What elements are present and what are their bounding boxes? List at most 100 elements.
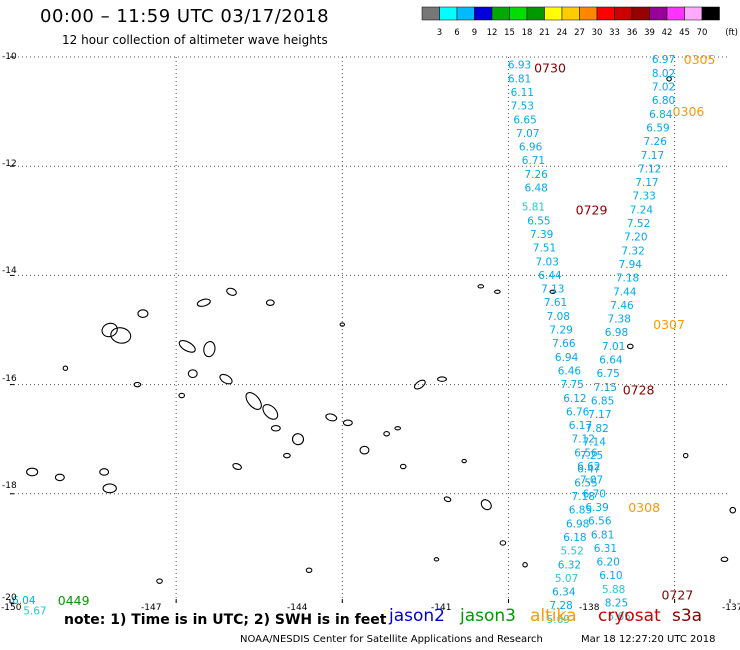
swh-value: 7.12 [638,163,661,175]
note-text: note: 1) Time is in UTC; 2) SWH is in fe… [64,612,387,628]
legend-tick-label: 15 [504,28,515,38]
swh-value: 6.70 [583,488,606,500]
legend-tick-label: 18 [522,28,533,38]
swh-value: 6.96 [519,142,543,154]
swh-value: 7.29 [549,325,572,337]
island-outline [305,567,313,573]
swh-value: 7.18 [616,273,639,285]
swh-value: 7.46 [610,300,634,312]
island-outline [499,540,507,546]
island-outline [187,369,198,379]
swh-value: 6.64 [599,355,623,367]
island-outline [245,392,262,410]
legend-tick-label: 3 [437,28,442,38]
legend-tick-label: 45 [679,28,690,38]
swh-value: 6.59 [646,122,669,134]
legend-tick-label: 30 [592,28,603,38]
island-outline [359,445,370,455]
swh-value: 7.08 [547,311,570,323]
satellite-cryosat-label: cryosat [598,606,661,626]
lat-label-12: -12 [2,159,17,169]
page-subtitle: 12 hour collection of altimeter wave hei… [62,33,328,47]
lat-label-20: -20 [2,593,17,603]
swh-value: 6.34 [552,587,576,599]
island-outline [110,327,132,344]
legend-tick-label: 9 [472,28,477,38]
swh-value: 5.52 [560,546,583,558]
swh-value: 5.65 [608,611,631,623]
lon-label-138: -138 [579,603,600,613]
island-outlines [26,76,737,584]
island-outline [137,309,149,318]
swh-value: 6.71 [522,155,545,167]
swh-value: 6.76 [566,406,590,418]
swh-value: 7.02 [652,82,675,94]
swh-value: 6.56 [588,516,612,528]
pass-time-label: 0449 [58,593,90,608]
island-outline [480,499,492,511]
island-outline [226,287,237,296]
swh-value: 6.56 [574,447,598,459]
island-outline [262,403,279,420]
swh-value: 7.33 [632,191,655,203]
swh-value: 7.07 [516,128,539,140]
swh-value: 5.69 [547,614,570,626]
swh-value: 5.07 [555,573,578,585]
island-outline [156,578,163,584]
page-title: 00:00 – 11:59 UTC 03/17/2018 [40,6,330,27]
legend-tick-label: 6 [454,28,459,38]
legend-tick-label: 42 [662,28,673,38]
legend-tick-label: 33 [609,28,620,38]
swh-value: 7.94 [619,259,643,271]
swh-value: 7.82 [585,423,608,435]
island-outline [99,468,110,476]
island-outline [265,299,275,306]
island-outline [477,284,485,289]
swh-value: 8.02 [652,68,675,80]
island-outline [232,462,242,471]
island-outline [291,433,305,446]
legend-tick-label: 36 [627,28,638,38]
satellite-jason2-label: jason2 [389,606,445,626]
swh-value: 6.94 [555,352,579,364]
swh-value: 7.26 [524,169,548,181]
swh-value: 7.07 [580,475,603,487]
swh-value: 6.98 [605,327,628,339]
island-outline [433,557,440,562]
swh-value: 5.81 [522,202,545,214]
swh-value: 7.17 [588,409,611,421]
island-outline [196,298,211,307]
track-s3a-0729: 0729 [576,202,608,217]
swh-value: 6.20 [596,557,619,569]
island-outline [203,340,216,358]
island-outline [461,458,467,464]
legend-unit: (ft) [725,28,738,38]
legend-tick-label: 12 [487,28,498,38]
swh-value: 6.55 [574,477,597,489]
track-s3a-0727: 0727 [661,587,693,602]
island-outline [219,373,233,385]
lon-label-144: -144 [287,603,308,613]
lon-label-137: -137 [722,603,740,613]
legend-tick-label: 21 [539,28,550,38]
island-outline [437,376,447,382]
island-outline [62,365,69,371]
island-outline [399,463,407,470]
island-outline [626,343,634,350]
island-outline [394,426,402,431]
swh-value: 6.12 [563,393,586,405]
pass-time-label: 0307 [653,317,685,332]
island-outline [720,556,729,563]
island-outline [682,452,689,459]
swh-value: 7.39 [530,229,553,241]
swh-value: 6.81 [508,73,531,85]
island-outline [666,76,672,82]
island-outline [54,473,65,482]
swh-value: 6.44 [538,270,562,282]
island-outline [413,379,426,390]
swh-value: 7.14 [583,436,607,448]
swh-value: 7.17 [635,177,658,189]
swh-value: 7.15 [594,382,617,394]
satellite-altika-label: altika [530,606,577,626]
